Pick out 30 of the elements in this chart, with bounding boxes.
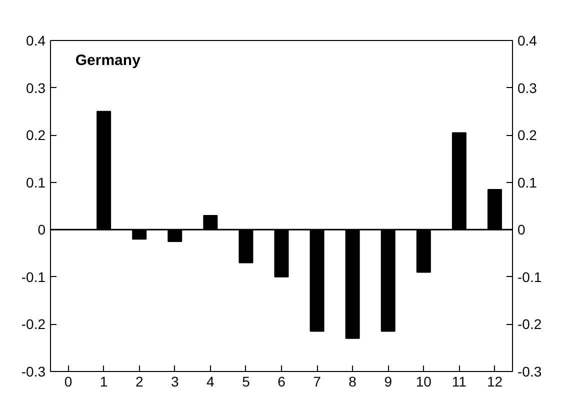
y-tick-label: -0.2: [21, 316, 46, 332]
y-tick-label: 0: [38, 222, 46, 238]
x-tick-label: 2: [135, 374, 144, 390]
y2-tick-label: -0.3: [518, 364, 542, 380]
x-tick-label: 4: [206, 374, 215, 390]
x-tick-label: 1: [100, 374, 108, 390]
y-tick-label: -0.3: [21, 364, 46, 380]
x-tick-label: 5: [242, 374, 250, 390]
y-tick-label: 0.3: [26, 80, 46, 96]
x-tick-label: 12: [486, 374, 503, 390]
text: Germany: [75, 52, 142, 69]
x-tick-label: 3: [170, 374, 179, 390]
y2-tick-label: 0: [518, 222, 526, 238]
y-tick-label: 0.2: [26, 127, 46, 144]
y-tick-label: 0.1: [26, 174, 46, 190]
y2-tick-label: 0.1: [518, 174, 538, 190]
y2-tick-label: 0.3: [518, 80, 538, 96]
y-tick-label: 0.4: [26, 32, 46, 48]
x-tick-label: 0: [64, 374, 72, 390]
x-tick-label: 7: [313, 374, 322, 390]
y2-tick-label: -0.1: [518, 268, 542, 285]
x-tick-label: 10: [416, 374, 432, 390]
y2-tick-label: 0.2: [518, 127, 538, 144]
y2-tick-label: 0.4: [518, 32, 538, 48]
x-tick-label: 6: [278, 374, 286, 390]
x-tick-label: 11: [452, 374, 467, 390]
x-tick-label: 9: [384, 374, 392, 390]
x-tick-label: 8: [348, 374, 357, 390]
y2-tick-label: -0.2: [518, 316, 542, 332]
y-tick-label: -0.1: [21, 268, 46, 285]
